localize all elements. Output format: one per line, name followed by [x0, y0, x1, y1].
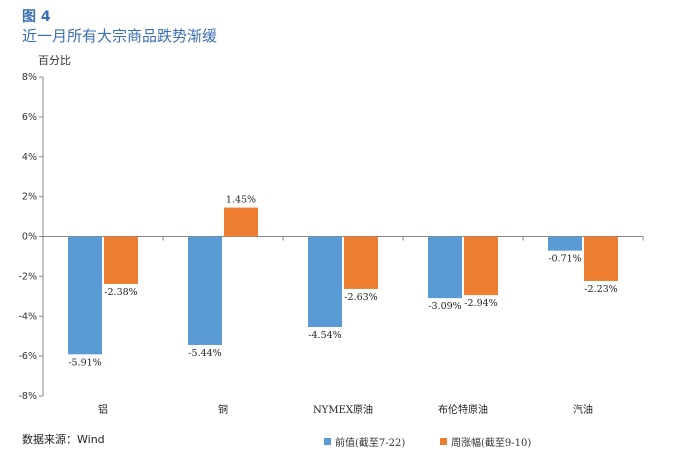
bar-weekly — [104, 236, 138, 284]
legend-swatch-series-2 — [440, 438, 447, 445]
y-tick-label: 0% — [22, 232, 37, 243]
y-tick-label: -6% — [19, 351, 38, 362]
y-tick-label: 2% — [22, 192, 37, 203]
x-category-label: 布伦特原油 — [438, 403, 488, 416]
x-category-label: 铝 — [98, 404, 108, 416]
bar-previous — [428, 236, 462, 299]
data-label: -2.94% — [464, 298, 497, 309]
data-label: -0.71% — [548, 254, 581, 265]
y-tick-label: 6% — [22, 112, 37, 123]
data-label: -2.63% — [344, 292, 377, 303]
bar-previous — [68, 236, 102, 355]
legend-label-series-2: 周涨幅(截至9-10) — [451, 438, 532, 449]
y-tick-label: 8% — [22, 72, 37, 83]
legend-label-series-1: 前值(截至7-22) — [335, 438, 406, 449]
x-category-label: NYMEX原油 — [313, 403, 373, 416]
data-label: -5.91% — [68, 357, 101, 368]
data-label: -2.23% — [584, 284, 617, 295]
bar-previous — [308, 236, 342, 328]
chart-title: 近一月所有大宗商品跌势渐缓 — [22, 27, 218, 45]
x-category-label: 铜 — [218, 404, 228, 416]
bar-weekly — [464, 236, 498, 296]
data-label: -5.44% — [188, 348, 221, 359]
legend-item-series-2: 周涨幅(截至9-10) — [440, 434, 531, 449]
bar-weekly — [224, 207, 258, 237]
figure-label: 图 4 — [22, 9, 51, 25]
legend-item-series-1: 前值(截至7-22) — [324, 434, 405, 449]
y-tick-label: -4% — [19, 311, 38, 322]
y-tick-label: -8% — [19, 391, 38, 402]
data-label: -3.09% — [428, 301, 461, 312]
data-label: -4.54% — [308, 330, 341, 341]
bar-previous — [188, 236, 222, 345]
bar-weekly — [344, 236, 378, 289]
bar-previous — [548, 236, 582, 251]
data-label: -2.38% — [104, 287, 137, 298]
y-axis-unit-label: 百分比 — [38, 54, 71, 67]
data-label: 1.45% — [226, 195, 256, 206]
legend-swatch-series-1 — [324, 438, 331, 445]
bar-weekly — [584, 236, 618, 281]
y-tick-label: -2% — [19, 271, 38, 282]
data-source-note: 数据来源：Wind — [22, 433, 105, 446]
y-tick-label: 4% — [22, 152, 37, 163]
x-category-label: 汽油 — [573, 403, 593, 416]
